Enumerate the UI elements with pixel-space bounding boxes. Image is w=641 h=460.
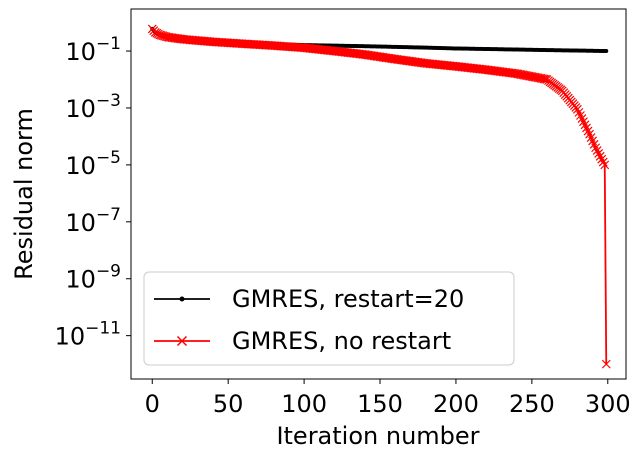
data-point xyxy=(539,74,549,84)
data-point xyxy=(594,149,604,158)
y-axis-label: Residual norm xyxy=(10,108,38,280)
data-point xyxy=(601,359,611,369)
y-tick-label: 10−1 xyxy=(65,34,121,66)
x-tick-label: 50 xyxy=(213,390,244,418)
y-tick-label: 10−7 xyxy=(65,205,121,237)
data-point xyxy=(598,157,608,167)
legend-label-0: GMRES, restart=20 xyxy=(232,285,464,313)
y-tick-label: 10−9 xyxy=(65,262,121,294)
series-markers-1 xyxy=(147,24,611,369)
legend: GMRES, restart=20 GMRES, no restart xyxy=(143,271,515,366)
x-tick-label: 150 xyxy=(357,390,403,418)
data-point xyxy=(595,151,605,161)
legend-swatch-marker-0 xyxy=(179,296,185,302)
x-tick-label: 300 xyxy=(585,390,631,418)
y-tick-label: 10−3 xyxy=(65,91,121,123)
x-tick-label: 250 xyxy=(509,390,555,418)
data-point xyxy=(597,154,607,164)
x-tick-label: 100 xyxy=(281,390,327,418)
legend-swatch-marker-1 xyxy=(176,335,188,347)
legend-box xyxy=(143,271,515,366)
y-axis-ticks: 10−1 10−3 10−5 10−7 10−9 10−11 xyxy=(55,34,131,351)
series-layer xyxy=(147,24,611,369)
plot-frame xyxy=(130,8,627,380)
x-tick-label: 200 xyxy=(433,390,479,418)
data-point xyxy=(541,74,550,84)
y-tick-label: 10−5 xyxy=(65,148,121,180)
x-axis-ticks: 0 50 100 150 200 250 300 xyxy=(145,379,631,418)
legend-label-1: GMRES, no restart xyxy=(232,327,451,355)
data-point xyxy=(591,143,601,153)
x-tick-label: 0 xyxy=(145,390,160,418)
data-point xyxy=(600,160,610,170)
data-point xyxy=(592,146,602,156)
data-point xyxy=(604,49,609,54)
y-tick-label: 10−11 xyxy=(55,319,121,351)
x-axis-label: Iteration number xyxy=(276,422,479,450)
